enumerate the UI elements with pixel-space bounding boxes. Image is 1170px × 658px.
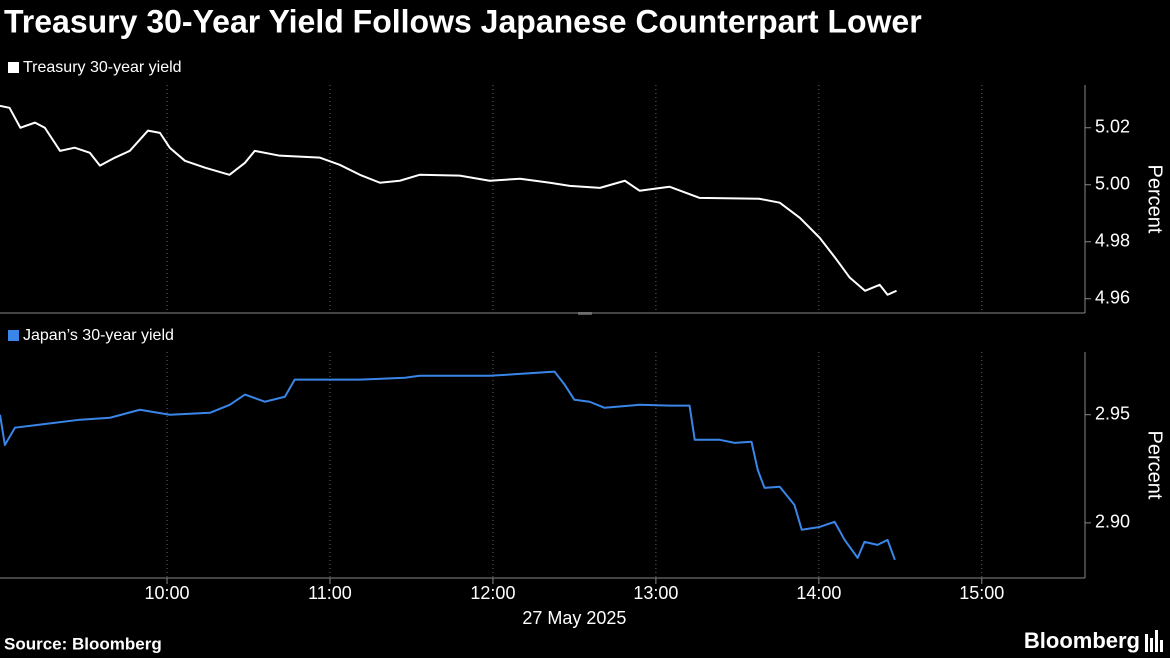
y-tick-label: 4.96 (1095, 288, 1130, 308)
y-tick-label: 5.00 (1095, 174, 1130, 194)
line (0, 370, 896, 561)
x-tick-label: 13:00 (633, 583, 678, 603)
legend-label: Treasury 30-year yield (23, 59, 182, 76)
x-tick-label: 10:00 (145, 583, 190, 603)
y-axis-label: Percent (1144, 165, 1166, 234)
line (0, 104, 897, 296)
x-tick-label: 14:00 (796, 583, 841, 603)
y-axis-label: Percent (1144, 431, 1166, 500)
x-axis-label: 27 May 2025 (522, 608, 626, 628)
x-tick-label: 12:00 (470, 583, 515, 603)
x-tick-label: 11:00 (308, 583, 352, 603)
source: Source: Bloomberg (4, 634, 162, 653)
legend-swatch (8, 330, 19, 341)
x-tick-label: 15:00 (959, 583, 1004, 603)
y-tick-label: 4.98 (1095, 231, 1130, 251)
y-tick-label: 2.95 (1095, 403, 1130, 423)
chart-title: Treasury 30-Year Yield Follows Japanese … (4, 3, 922, 39)
y-tick-label: 2.90 (1095, 512, 1130, 532)
y-tick-label: 5.02 (1095, 117, 1130, 137)
legend-label: Japan’s 30-year yield (23, 327, 174, 344)
brand-icon (1145, 630, 1163, 652)
legend-swatch (8, 62, 19, 73)
brand: Bloomberg (1024, 628, 1140, 653)
